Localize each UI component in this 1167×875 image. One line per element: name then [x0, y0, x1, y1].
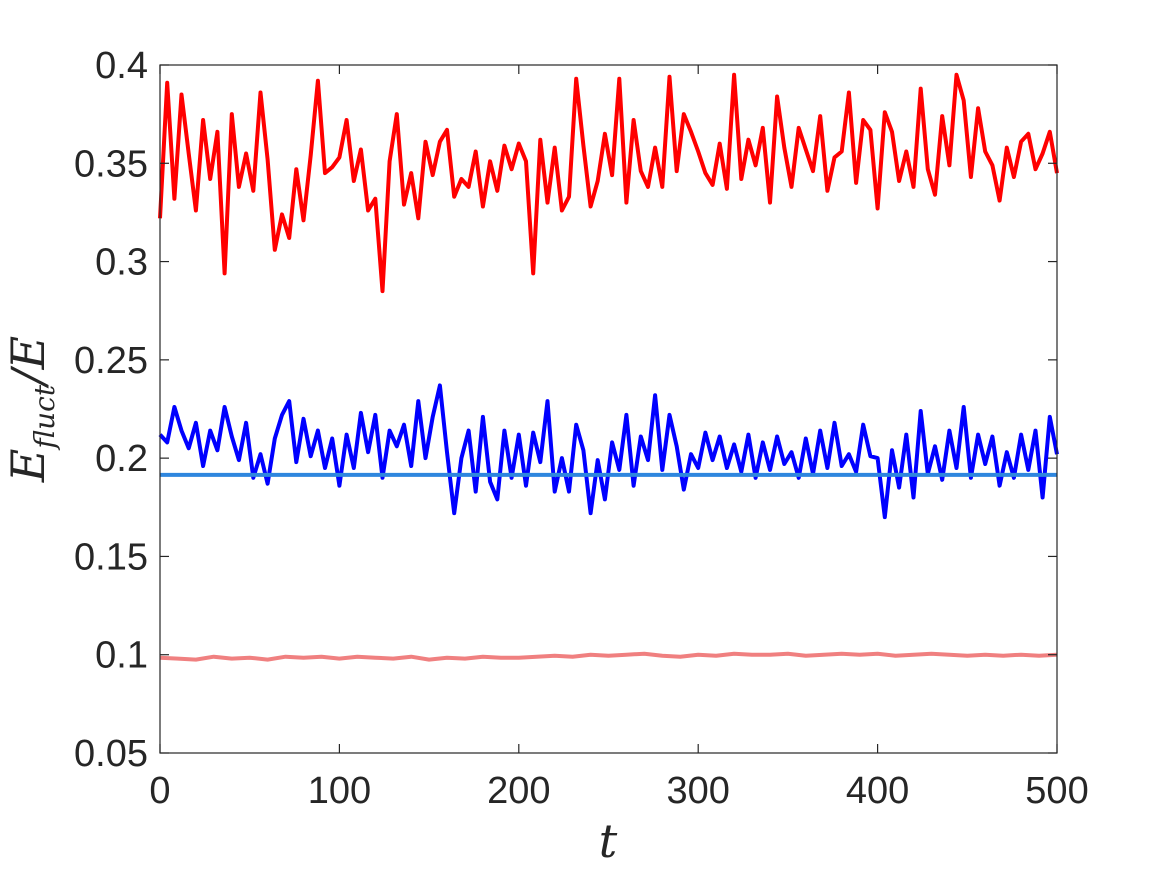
x-axis-title: t [599, 814, 618, 868]
plot-area [160, 65, 1057, 753]
series-line-2 [158, 383, 1059, 520]
x-tick-label-1: 100 [308, 770, 371, 812]
y-tick-label-6: 0.35 [74, 143, 148, 185]
x-tick-label-3: 300 [666, 770, 729, 812]
y-tick-label-5: 0.3 [95, 242, 148, 284]
y-tick-label-1: 0.1 [95, 635, 148, 677]
y-axis-title: Efluct/E [1, 336, 61, 483]
y-tick-label-0: 0.05 [74, 733, 148, 775]
y-axis-title-main: E [1, 449, 55, 484]
series-line-1 [158, 72, 1059, 294]
x-tick-label-0: 0 [149, 770, 170, 812]
series-layer [158, 72, 1059, 662]
x-tick-label-4: 400 [846, 770, 909, 812]
plot-frame [159, 64, 1058, 754]
series-line-4 [159, 651, 1058, 662]
y-axis-title-suffix: /E [1, 336, 55, 389]
x-tick-label-5: 500 [1025, 770, 1088, 812]
y-axis-title-sub: fluct [28, 384, 61, 450]
y-tick-label-2: 0.15 [74, 536, 148, 578]
y-tick-label-3: 0.2 [95, 438, 148, 480]
ticks-layer: 0 100 200 300 400 500 0.05 0.1 0.15 0.2 0.25 0.3 0.3… [74, 45, 1089, 812]
y-tick-label-7: 0.4 [95, 45, 148, 87]
y-tick-label-4: 0.25 [74, 340, 148, 382]
x-tick-label-2: 200 [487, 770, 550, 812]
